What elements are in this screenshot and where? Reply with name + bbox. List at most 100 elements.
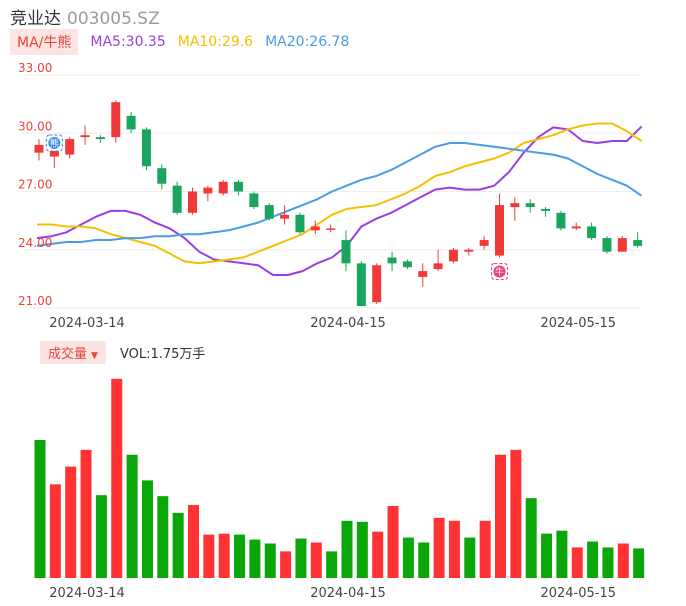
candle-body [525, 203, 535, 208]
candle-body [617, 238, 627, 252]
candle-body [372, 265, 382, 303]
candle-body [464, 249, 474, 252]
volume-bar [556, 530, 568, 578]
candle [34, 139, 44, 161]
candle-body [448, 249, 458, 262]
candle-body [188, 191, 197, 213]
y-tick-label: 27.00 [18, 178, 52, 192]
volume-value-label: VOL:1.75万手 [119, 346, 206, 362]
bull-marker-icon: 牛 [491, 263, 508, 281]
volume-bar [218, 533, 230, 578]
ma5-line [36, 125, 643, 276]
candle [326, 224, 336, 233]
candle-body [433, 263, 443, 270]
candle-body [602, 238, 612, 252]
candle [433, 249, 443, 272]
ma-lines [36, 122, 643, 276]
candle-body [218, 181, 228, 194]
signal-markers: 熊牛 [45, 134, 508, 281]
volume-bar [172, 512, 184, 578]
candle [203, 185, 213, 202]
date-axis: 2024-03-14 2024-04-15 2024-05-15 2024-03-14… [49, 316, 616, 601]
marker-dot [493, 265, 506, 278]
candle [571, 222, 581, 231]
ma20-label: MA20:26.78 [265, 34, 350, 50]
candle-body [587, 226, 597, 239]
candle-body [264, 205, 274, 219]
candle [264, 203, 274, 221]
y-tick-label: 33.00 [18, 61, 52, 75]
candle [602, 236, 612, 254]
volume-bar [326, 551, 338, 578]
volume-bar [280, 551, 292, 578]
volume-bar [203, 534, 215, 578]
volume-bar [541, 533, 553, 578]
candle [126, 111, 136, 134]
price-date-label: 2024-04-15 [310, 316, 386, 331]
candle [541, 207, 551, 217]
candle-body [249, 193, 259, 208]
ma10-line [37, 122, 643, 265]
stock-name: 竞业达 [10, 9, 61, 29]
bear-marker-icon: 熊 [45, 134, 63, 152]
candle-body [172, 185, 182, 213]
candle [356, 261, 366, 307]
candle [218, 179, 228, 196]
marker-label: 熊 [50, 138, 59, 150]
ma-indicator-selector[interactable]: MA/牛熊 [10, 29, 79, 55]
candle [111, 100, 121, 143]
stock-header: 竞业达 003005.SZ [10, 4, 160, 29]
price-axis: 33.00 30.00 27.00 24.00 21.00 [18, 61, 52, 308]
volume-bar [418, 542, 430, 578]
candle-body [541, 208, 551, 211]
y-tick-label: 24.00 [18, 236, 52, 250]
volume-legend: 成交量 ▼ VOL:1.75万手 [40, 340, 206, 364]
volume-bar [372, 531, 384, 578]
volume-bar [141, 480, 153, 578]
candle [633, 232, 643, 248]
volume-bar [617, 543, 629, 578]
volume-bar [341, 520, 353, 578]
candle-body [65, 139, 75, 155]
volume-bar [111, 378, 123, 578]
candle [65, 137, 75, 159]
volume-bar [310, 542, 322, 578]
candle-body [341, 240, 351, 264]
marker-dot [48, 137, 61, 150]
candlesticks [34, 100, 643, 307]
volume-bar [479, 520, 491, 578]
candle [372, 263, 382, 305]
candle-body [387, 257, 397, 264]
candle-body [633, 240, 643, 246]
stock-code: 003005.SZ [67, 9, 160, 29]
volume-bar [402, 537, 414, 578]
volume-bar [433, 517, 445, 578]
volume-bar [633, 548, 645, 578]
candle [280, 205, 290, 225]
candle-body [556, 212, 566, 229]
candle-body [310, 226, 320, 231]
candle [95, 135, 105, 143]
candle-body [126, 115, 136, 130]
candle-body [280, 214, 290, 219]
volume-indicator-selector[interactable]: 成交量 ▼ [40, 340, 106, 364]
volume-date-label: 2024-04-15 [310, 586, 386, 601]
candle [295, 212, 305, 235]
volume-bar [510, 449, 522, 578]
volume-bar [188, 505, 199, 578]
volume-bar [587, 541, 599, 578]
candle [617, 236, 627, 252]
candle-body [479, 240, 489, 246]
volume-bar [387, 506, 399, 578]
volume-bar [65, 466, 77, 578]
candle-body [356, 263, 366, 307]
candle-body [80, 135, 90, 138]
candle [234, 179, 244, 196]
candle [188, 187, 197, 215]
volume-date-label: 2024-05-15 [540, 586, 616, 601]
volume-bar [157, 496, 169, 578]
price-grid [22, 74, 640, 309]
candle [387, 251, 397, 272]
y-tick-label: 21.00 [18, 294, 52, 308]
